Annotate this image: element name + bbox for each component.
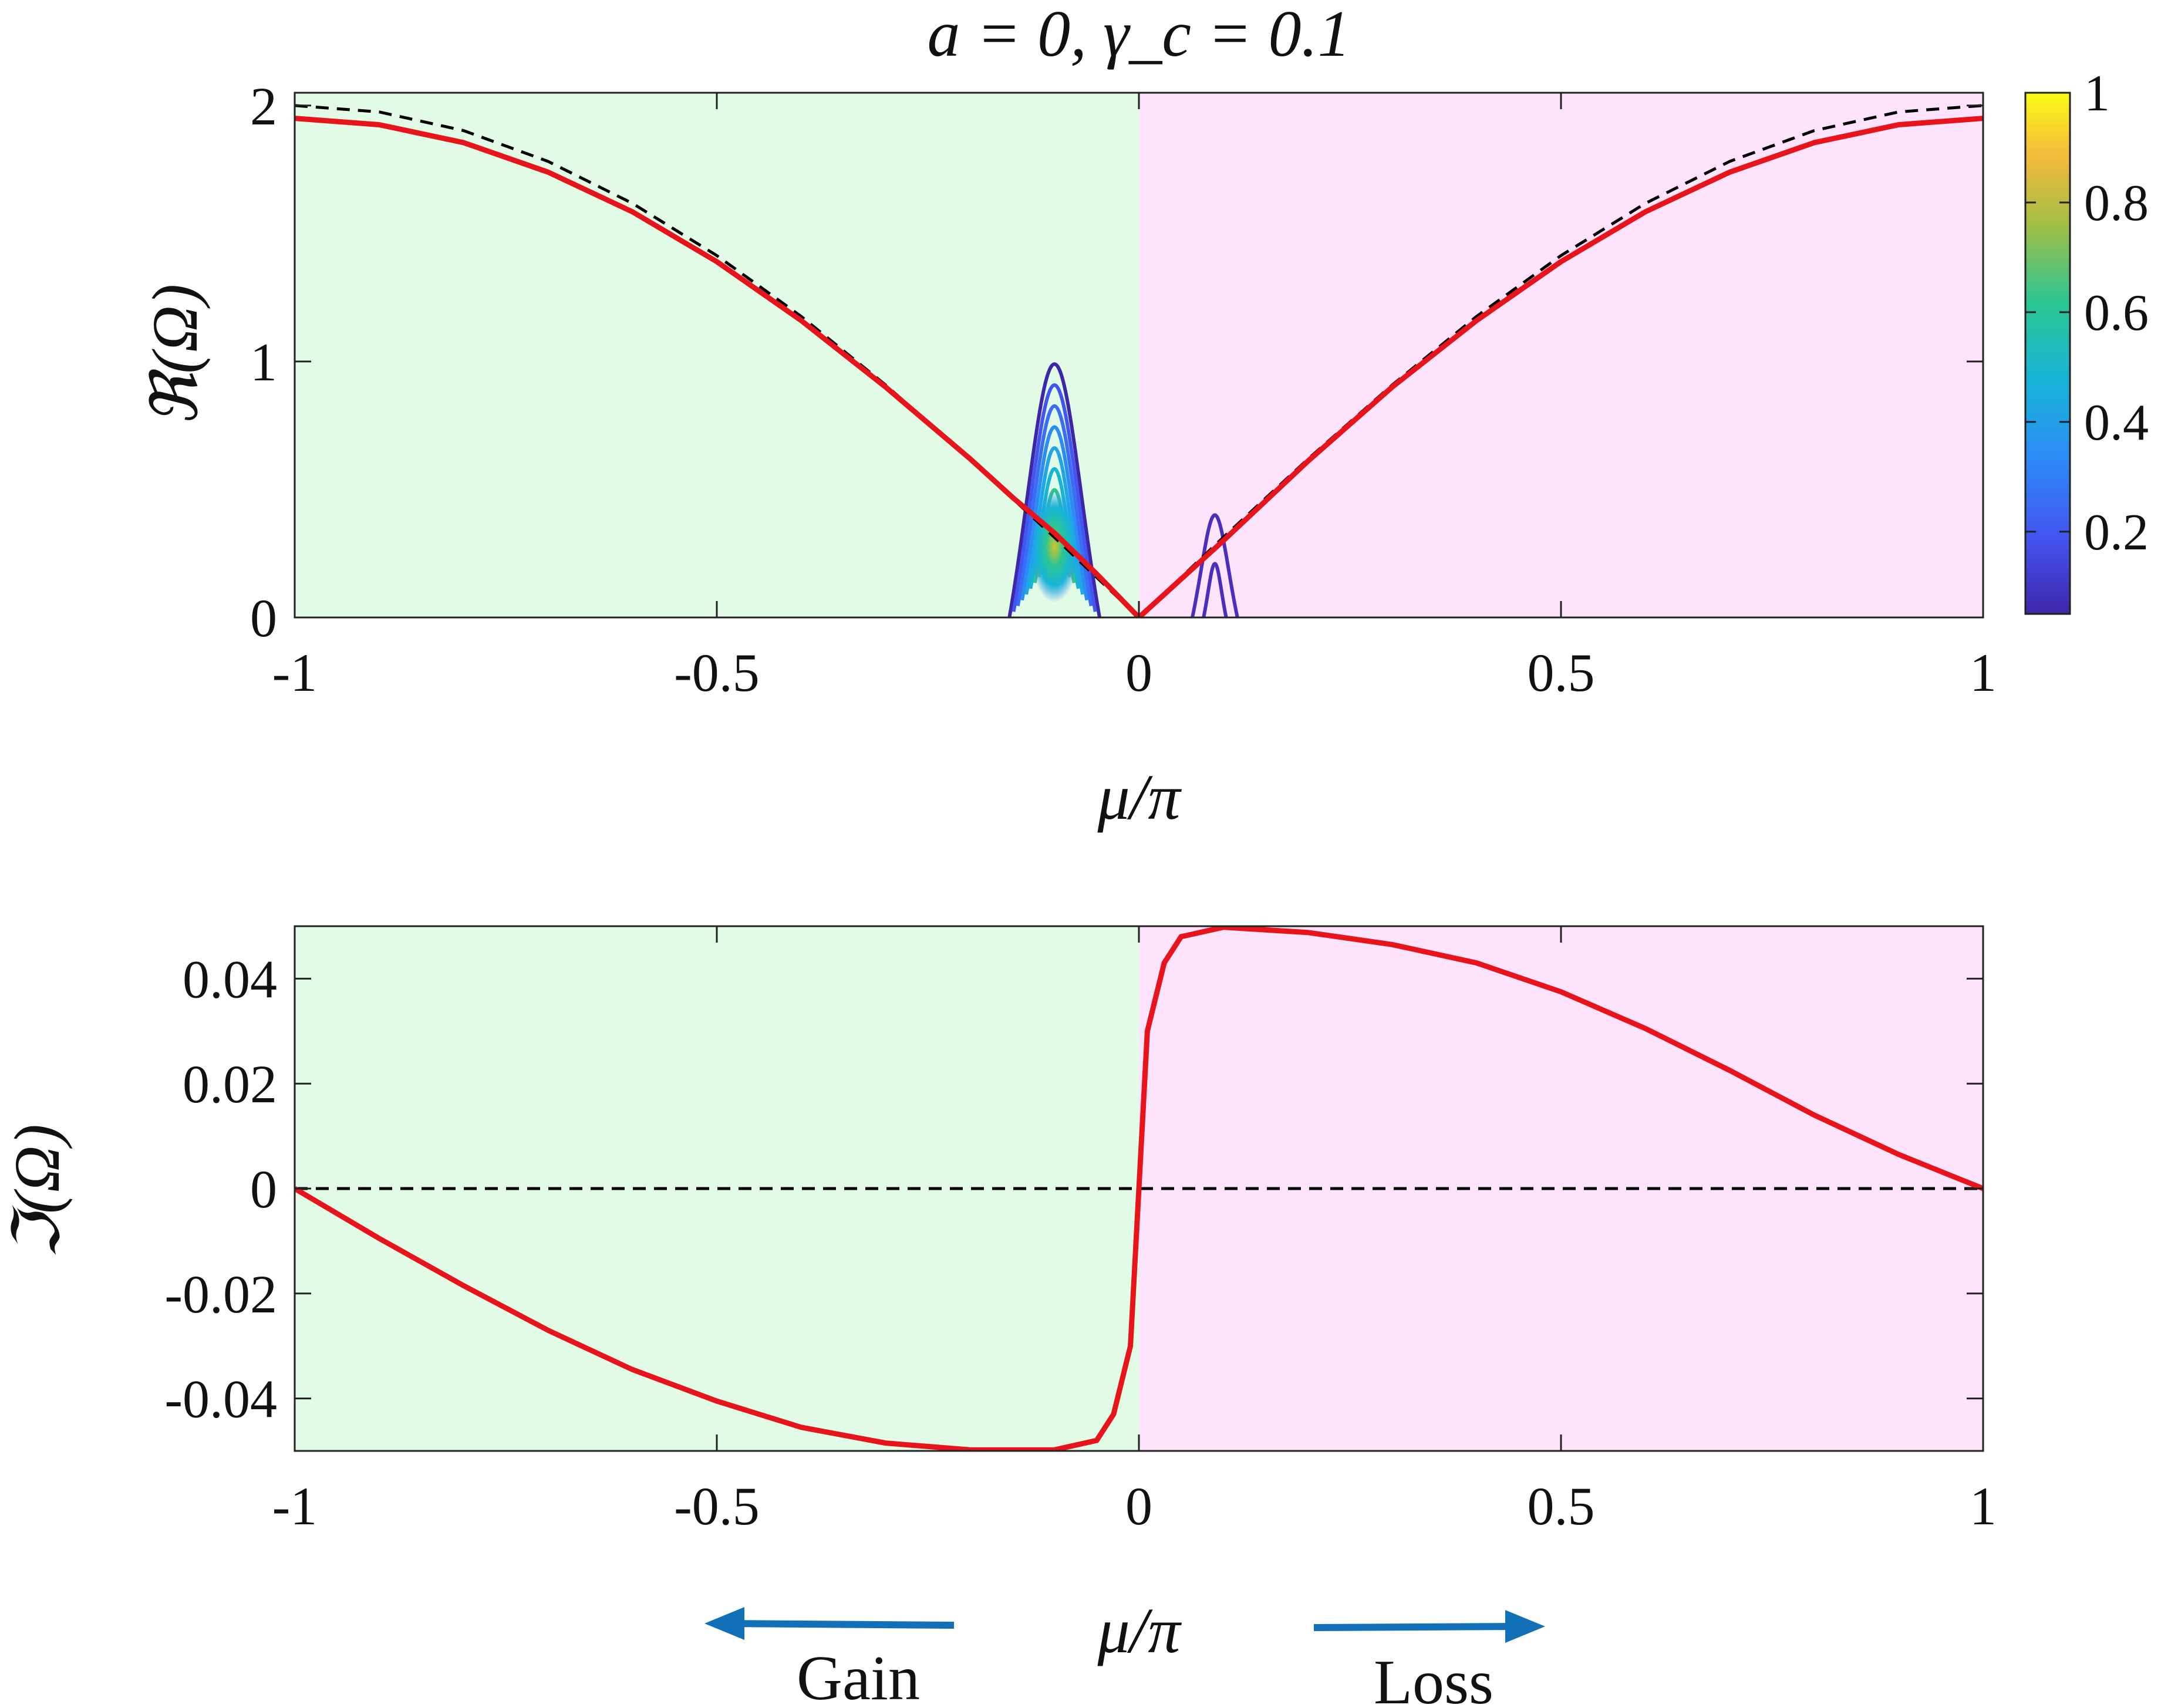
- top-ytick-label: 2: [250, 76, 277, 136]
- bot-xtick-label: 0: [1125, 1476, 1152, 1536]
- bot-ytick-label: 0: [250, 1159, 277, 1219]
- bot-xtick-label: 0.5: [1528, 1476, 1595, 1536]
- top-ticks: -1 -0.5 0 0.5 1 0 1 2: [250, 76, 1997, 703]
- top-xtick-label: 0.5: [1528, 643, 1595, 703]
- bottom-plot-area: -1 -0.5 0 0.5 1 -0.04 -0.02 0 0.02 0.04: [164, 925, 1997, 1536]
- gain-arrow: [704, 1607, 955, 1640]
- top-region-loss: [1139, 93, 1983, 617]
- colorbar-ticks: 0.2 0.4 0.6 0.8 1: [2025, 65, 2149, 561]
- bottom-ticks: -1 -0.5 0 0.5 1 -0.04 -0.02 0 0.02 0.04: [164, 926, 1997, 1536]
- bottom-ylabel: ℑ(Ω): [1, 1124, 73, 1259]
- colorbar-tick-label: 0.8: [2084, 175, 2149, 232]
- top-region-gain: [295, 93, 1139, 617]
- colorbar-gradient: [2024, 92, 2071, 615]
- bottom-red-line: [295, 926, 1983, 1451]
- colorbar-tick-label: 1: [2084, 65, 2110, 122]
- colorbar-tick-label: 0.4: [2084, 394, 2149, 451]
- top-xtick-label: -1: [272, 643, 318, 703]
- bot-xtick-label: 1: [1970, 1476, 1997, 1536]
- bot-ytick-label: -0.02: [164, 1264, 277, 1324]
- top-ytick-label: 0: [250, 588, 277, 648]
- bottom-region-loss: [1139, 926, 1983, 1451]
- bot-ytick-label: 0.02: [183, 1054, 277, 1114]
- colorbar: 0.2 0.4 0.6 0.8 1: [2024, 65, 2149, 615]
- top-xtick-label: 1: [1970, 643, 1997, 703]
- colorbar-tick-label: 0.6: [2084, 285, 2149, 342]
- top-xlabel: μ/π: [1097, 761, 1182, 833]
- bot-ytick-label: 0.04: [183, 949, 277, 1009]
- top-chart-title: a = 0, γ_c = 0.1: [928, 0, 1351, 70]
- contour-line: [1016, 404, 1093, 606]
- top-contours: [1007, 362, 1239, 617]
- top-red-line: [295, 116, 1983, 617]
- contour-line: [1191, 513, 1239, 617]
- colorbar-tick-label: 0.2: [2084, 504, 2149, 561]
- top-plot-area: -1 -0.5 0 0.5 1 0 1 2: [250, 76, 1997, 703]
- top-xtick-label: 0: [1125, 643, 1152, 703]
- gain-label: Gain: [797, 1643, 920, 1708]
- top-xtick-label: -0.5: [674, 643, 760, 703]
- bottom-region-gain: [295, 926, 1139, 1451]
- bot-xtick-label: -1: [272, 1476, 318, 1536]
- bottom-xlabel: μ/π: [1097, 1595, 1182, 1666]
- top-ytick-label: 1: [250, 332, 277, 392]
- bot-ytick-label: -0.04: [164, 1369, 277, 1429]
- top-ylabel: ℜ(Ω): [139, 284, 211, 426]
- contour-core: [1030, 491, 1080, 603]
- loss-arrow: [1313, 1610, 1545, 1643]
- contour-line: [1202, 562, 1228, 617]
- bot-xtick-label: -0.5: [674, 1476, 760, 1536]
- loss-label: Loss: [1374, 1648, 1493, 1708]
